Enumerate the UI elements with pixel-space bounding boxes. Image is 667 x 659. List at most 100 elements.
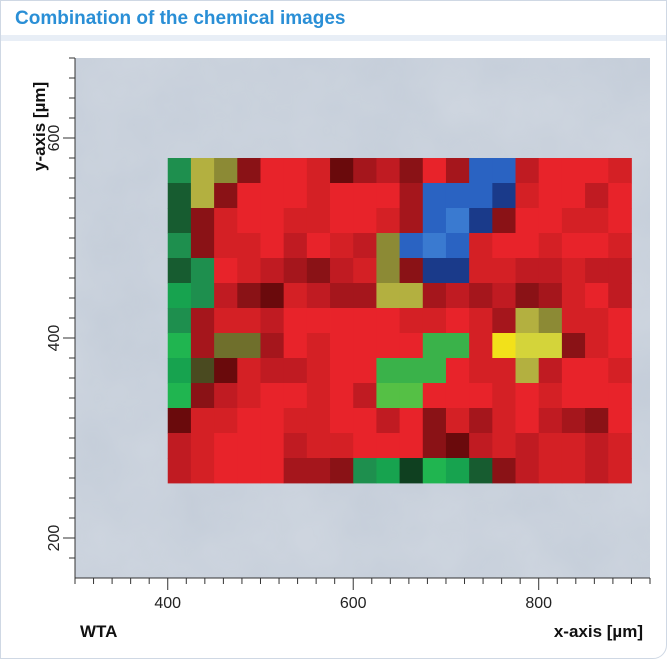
- heatmap-cell: [237, 258, 261, 284]
- heatmap-cell: [585, 458, 609, 484]
- heatmap-cell: [422, 308, 447, 334]
- heatmap-cell: [608, 333, 632, 359]
- heatmap-cell: [422, 208, 447, 234]
- heatmap-cell: [399, 208, 424, 234]
- heatmap-cell: [608, 208, 632, 234]
- heatmap-cell: [214, 283, 238, 309]
- heatmap-cell: [260, 258, 285, 284]
- y-axis-label: y-axis [µm]: [30, 81, 49, 171]
- heatmap-cell: [608, 433, 632, 459]
- heatmap-cell: [469, 283, 493, 309]
- heatmap-cell: [515, 183, 540, 209]
- heatmap-cell: [515, 258, 540, 284]
- heatmap-cell: [469, 383, 493, 409]
- heatmap-cell: [283, 233, 308, 259]
- heatmap-cell: [190, 383, 215, 409]
- heatmap-cell: [422, 358, 447, 384]
- heatmap-cell: [538, 283, 563, 309]
- heatmap-cell: [306, 383, 331, 409]
- heatmap-cell: [330, 158, 354, 184]
- heatmap-cell: [260, 383, 285, 409]
- heatmap-cell: [422, 183, 447, 209]
- heatmap-cell: [445, 233, 470, 259]
- heatmap-cell: [237, 458, 261, 484]
- heatmap-cell: [306, 433, 331, 459]
- heatmap-cell: [190, 408, 215, 434]
- heatmap-cell: [515, 458, 540, 484]
- heatmap-cell: [376, 458, 400, 484]
- heatmap-cell: [422, 383, 447, 409]
- heatmap-cell: [561, 433, 586, 459]
- heatmap-cell: [515, 358, 540, 384]
- heatmap-cell: [353, 433, 377, 459]
- heatmap-cell: [445, 308, 470, 334]
- heatmap-cell: [190, 283, 215, 309]
- heatmap-cell: [399, 458, 424, 484]
- heatmap-cell: [353, 383, 377, 409]
- heatmap-cell: [190, 458, 215, 484]
- heatmap-cell: [214, 333, 238, 359]
- heatmap-cell: [515, 233, 540, 259]
- heatmap-cell: [399, 233, 424, 259]
- heatmap-cell: [283, 433, 308, 459]
- heatmap-cell: [353, 183, 377, 209]
- heatmap-cell: [190, 333, 215, 359]
- heatmap-cell: [306, 358, 331, 384]
- heatmap-cell: [608, 458, 632, 484]
- heatmap-cell: [190, 258, 215, 284]
- heatmap-cell: [492, 433, 516, 459]
- heatmap-cell: [445, 358, 470, 384]
- heatmap-cell: [608, 158, 632, 184]
- y-tick-label: 600: [46, 125, 63, 152]
- y-tick-label: 200: [46, 525, 63, 552]
- heatmap-cell: [515, 383, 540, 409]
- heatmap-cell: [260, 433, 285, 459]
- heatmap-cell: [538, 333, 563, 359]
- heatmap-cell: [492, 158, 516, 184]
- heatmap-cell: [214, 158, 238, 184]
- heatmap-cell: [422, 158, 447, 184]
- heatmap-cell: [167, 233, 192, 259]
- chart-title: Combination of the chemical images: [15, 8, 346, 29]
- heatmap-cell: [538, 358, 563, 384]
- heatmap-cell: [376, 408, 400, 434]
- heatmap-cell: [306, 208, 331, 234]
- method-label: WTA: [80, 622, 118, 641]
- x-tick-label: 600: [340, 595, 367, 612]
- heatmap-cell: [260, 233, 285, 259]
- heatmap-cell: [561, 183, 586, 209]
- heatmap-cell: [585, 308, 609, 334]
- heatmap-cell: [353, 158, 377, 184]
- heatmap-cell: [538, 183, 563, 209]
- heatmap-cell: [399, 383, 424, 409]
- heatmap-cell: [445, 183, 470, 209]
- heatmap-cell: [399, 408, 424, 434]
- heatmap-cell: [445, 408, 470, 434]
- heatmap-cell: [561, 383, 586, 409]
- heatmap-cell: [399, 333, 424, 359]
- heatmap-cell: [376, 183, 400, 209]
- heatmap-cell: [469, 333, 493, 359]
- heatmap-cell: [561, 308, 586, 334]
- heatmap-cell: [422, 333, 447, 359]
- heatmap-cell: [306, 258, 331, 284]
- heatmap-cell: [167, 183, 192, 209]
- heatmap-cell: [399, 158, 424, 184]
- heatmap-cell: [353, 283, 377, 309]
- heatmap-cell: [585, 183, 609, 209]
- heatmap-cell: [445, 208, 470, 234]
- heatmap-cell: [376, 158, 400, 184]
- heatmap-cell: [515, 283, 540, 309]
- heatmap-cell: [608, 233, 632, 259]
- title-divider: [1, 35, 666, 41]
- heatmap-cell: [353, 308, 377, 334]
- heatmap-cell: [538, 433, 563, 459]
- heatmap-cell: [190, 358, 215, 384]
- heatmap-cell: [469, 208, 493, 234]
- heatmap-cell: [585, 283, 609, 309]
- heatmap-cell: [608, 383, 632, 409]
- heatmap-cell: [445, 258, 470, 284]
- heatmap-cell: [353, 208, 377, 234]
- heatmap-cell: [283, 308, 308, 334]
- heatmap-cell: [538, 458, 563, 484]
